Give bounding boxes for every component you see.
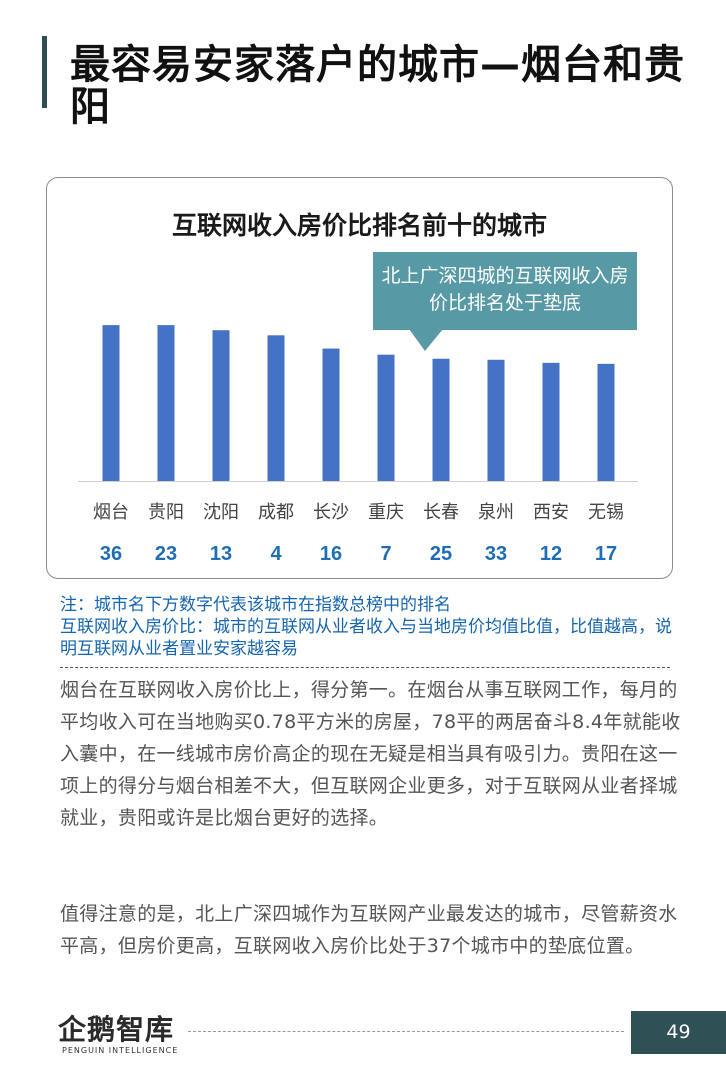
tick-label-5: 重庆 bbox=[368, 502, 404, 523]
callout-box: 北上广深四城的互联网收入房价比排名处于垫底 bbox=[373, 252, 637, 330]
chart-title: 互联网收入房价比排名前十的城市 bbox=[171, 211, 547, 240]
bar-6 bbox=[432, 358, 450, 481]
page-title: 最容易安家落户的城市—烟台和贵阳 bbox=[70, 42, 685, 130]
logo-tagline: PENGUIN INTELLIGENCE bbox=[62, 1046, 179, 1055]
tick-label-9: 无锡 bbox=[588, 502, 624, 523]
bar-9 bbox=[597, 363, 615, 481]
rank-label-4: 16 bbox=[320, 543, 342, 565]
chart-notes: 注：城市名下方数字代表该城市在指数总榜中的排名 互联网收入房价比：城市的互联网从… bbox=[60, 594, 680, 660]
bar-3 bbox=[267, 335, 285, 481]
bar-2 bbox=[212, 330, 230, 481]
tick-label-7: 泉州 bbox=[478, 502, 514, 523]
tick-label-4: 长沙 bbox=[313, 502, 349, 523]
title-accent-bar bbox=[42, 36, 47, 108]
footer-divider bbox=[188, 1031, 624, 1032]
rank-label-1: 23 bbox=[155, 543, 177, 565]
rank-label-0: 36 bbox=[100, 543, 122, 565]
chart-panel: 互联网收入房价比排名前十的城市 bbox=[46, 177, 673, 579]
rank-label-9: 17 bbox=[595, 543, 617, 565]
rank-label-5: 7 bbox=[380, 543, 391, 565]
callout-text: 北上广深四城的互联网收入房价比排名处于垫底 bbox=[381, 265, 629, 314]
rank-label-6: 25 bbox=[430, 543, 452, 565]
bar-7 bbox=[487, 359, 505, 481]
body-paragraph-1: 烟台在互联网收入房价比上，得分第一。在烟台从事互联网工作，每月的平均收入可在当地… bbox=[60, 679, 681, 829]
bar-5 bbox=[377, 354, 395, 481]
bar-4 bbox=[322, 348, 340, 481]
bar-0 bbox=[102, 325, 120, 481]
rank-label-3: 4 bbox=[270, 543, 282, 565]
rank-label-2: 13 bbox=[210, 543, 232, 565]
divider bbox=[60, 667, 670, 668]
tick-label-6: 长春 bbox=[423, 502, 459, 523]
rank-label-7: 33 bbox=[485, 543, 507, 565]
note-rank: 注：城市名下方数字代表该城市在指数总榜中的排名 bbox=[60, 595, 451, 615]
bar-1 bbox=[157, 325, 175, 481]
tick-label-3: 成都 bbox=[258, 502, 294, 523]
body-paragraph-2: 值得注意的是，北上广深四城作为互联网产业最发达的城市，尽管薪资水平高，但房价更高… bbox=[60, 903, 678, 957]
callout-pointer bbox=[409, 329, 443, 351]
tick-label-0: 烟台 bbox=[93, 502, 129, 523]
logo-name: 企鹅智库 bbox=[58, 1013, 175, 1046]
rank-label-8: 12 bbox=[540, 543, 562, 565]
tick-label-1: 贵阳 bbox=[148, 502, 184, 523]
tick-label-8: 西安 bbox=[533, 502, 569, 523]
tick-label-2: 沈阳 bbox=[203, 502, 239, 523]
logo: 企鹅智库 PENGUIN INTELLIGENCE bbox=[58, 1008, 178, 1062]
note-definition: 互联网收入房价比：城市的互联网从业者收入与当地房价均值比值，比值越高，说明互联网… bbox=[60, 617, 672, 659]
bar-8 bbox=[542, 362, 560, 481]
page-number: 49 bbox=[631, 1011, 726, 1054]
